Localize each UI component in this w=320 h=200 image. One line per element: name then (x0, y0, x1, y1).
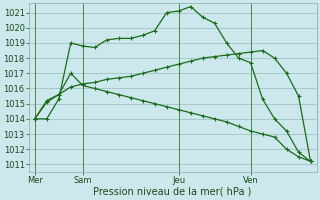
X-axis label: Pression niveau de la mer( hPa ): Pression niveau de la mer( hPa ) (93, 187, 252, 197)
